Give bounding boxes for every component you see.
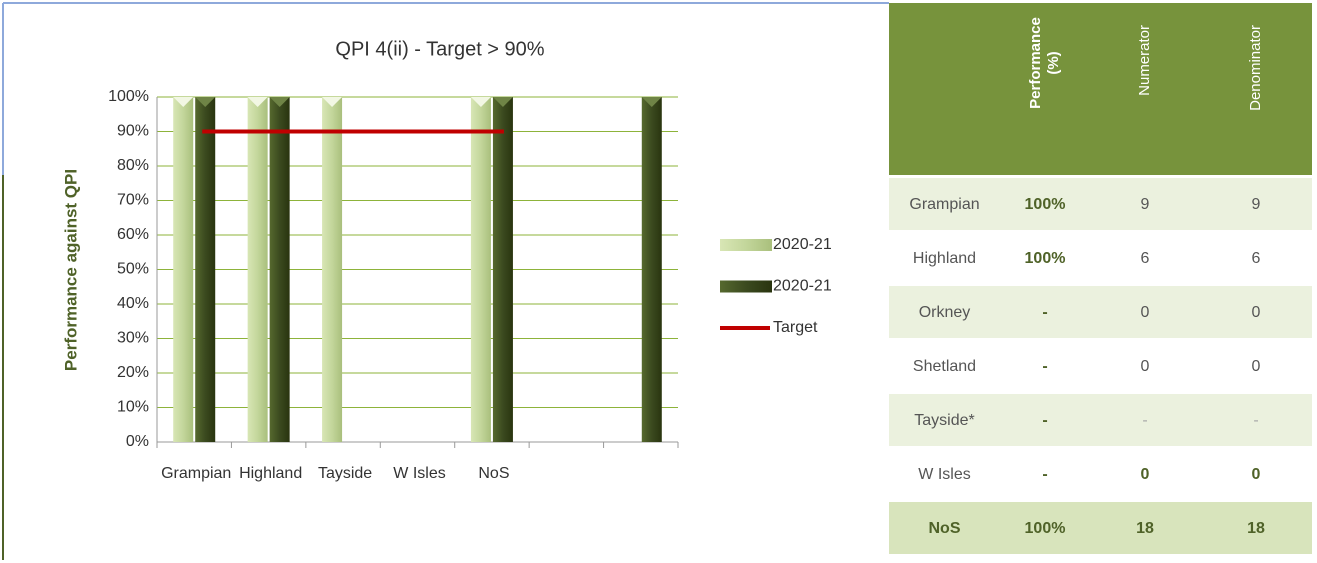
table-cell: 100%	[1025, 250, 1066, 267]
table-cell: 6	[1141, 250, 1150, 267]
table-cell: 18	[1136, 520, 1154, 537]
table-cell: -	[1142, 412, 1147, 429]
y-tick-label: 30%	[117, 330, 149, 347]
table-cell: Tayside*	[914, 412, 974, 429]
bar-cap	[247, 97, 268, 107]
row-bg	[889, 232, 1312, 284]
header-bg	[889, 3, 1312, 175]
table-cell: -	[1042, 412, 1047, 429]
row-bg	[889, 502, 1312, 554]
table-cell: -	[1253, 412, 1258, 429]
bar	[173, 97, 194, 442]
legend-swatch	[720, 280, 772, 293]
table-cell: -	[1042, 358, 1047, 375]
header-cell: Numerator	[1136, 25, 1153, 96]
chart-title: QPI 4(ii) - Target > 90%	[335, 38, 544, 60]
bar-cap	[173, 97, 194, 107]
row-bg	[889, 178, 1312, 230]
bar-cap	[492, 97, 513, 107]
table-cell: 0	[1252, 304, 1261, 321]
x-tick-label: NoS	[478, 465, 509, 482]
y-tick-label: 40%	[117, 295, 149, 312]
bar-cap	[641, 97, 662, 107]
table-cell: 9	[1252, 196, 1261, 213]
chart: 0% 10% 20% 30% 40% 50% 60% 70% 80% 90% 100% Grampia…	[108, 88, 832, 482]
bar	[470, 97, 491, 442]
y-tick-label: 10%	[117, 399, 149, 416]
y-tick-label: 20%	[117, 364, 149, 381]
y-tick-label: 50%	[117, 261, 149, 278]
bar	[492, 97, 513, 442]
y-tick-label: 100%	[108, 88, 149, 105]
table-cell: 100%	[1025, 196, 1066, 213]
table-cell: 0	[1141, 466, 1150, 483]
table-cell: 0	[1252, 466, 1261, 483]
table-cell: NoS	[929, 520, 961, 537]
y-tick-label: 80%	[117, 157, 149, 174]
table-cell: 100%	[1025, 520, 1066, 537]
y-tick-label: 0%	[126, 433, 149, 450]
table-cell: Shetland	[913, 358, 976, 375]
bar-cap	[269, 97, 290, 107]
bar	[322, 97, 343, 442]
table-cell: -	[1042, 304, 1047, 321]
bar	[641, 97, 662, 442]
table: Performance(%) Numerator Denominator Grampi…	[889, 3, 1312, 554]
y-tick-label: 60%	[117, 226, 149, 243]
row-bg	[889, 394, 1312, 446]
row-bg	[889, 340, 1312, 392]
table-cell: 6	[1252, 250, 1261, 267]
legend-swatch	[720, 239, 772, 251]
table-cell: 0	[1252, 358, 1261, 375]
table-cell: Grampian	[909, 196, 979, 213]
bar	[269, 97, 290, 442]
row-bg	[889, 286, 1312, 338]
x-tick-label: Grampian	[161, 465, 231, 482]
table-cell: 0	[1141, 358, 1150, 375]
table-cell: W Isles	[918, 466, 970, 483]
table-cell: Highland	[913, 250, 976, 267]
x-tick-label: W Isles	[393, 465, 445, 482]
bar-cap	[322, 97, 343, 107]
table-cell: -	[1042, 466, 1047, 483]
bar-cap	[195, 97, 216, 107]
bar-cap	[470, 97, 491, 107]
table-cell: 9	[1141, 196, 1150, 213]
y-tick-label: 90%	[117, 123, 149, 140]
table-cell: Orkney	[919, 304, 971, 321]
header-cell: Denominator	[1247, 25, 1264, 111]
table-cell: 0	[1141, 304, 1150, 321]
legend-label: 2020-21	[773, 236, 832, 253]
x-tick-label: Tayside	[318, 465, 372, 482]
bar	[247, 97, 268, 442]
legend-label: Target	[773, 319, 818, 336]
bar	[195, 97, 216, 442]
table-cell: 18	[1247, 520, 1265, 537]
legend-label: 2020-21	[773, 278, 832, 295]
y-tick-label: 70%	[117, 192, 149, 209]
y-axis-label: Performance against QPI	[61, 169, 80, 371]
row-bg	[889, 448, 1312, 500]
x-tick-label: Highland	[239, 465, 302, 482]
header-cell: Performance(%)	[1027, 17, 1062, 109]
